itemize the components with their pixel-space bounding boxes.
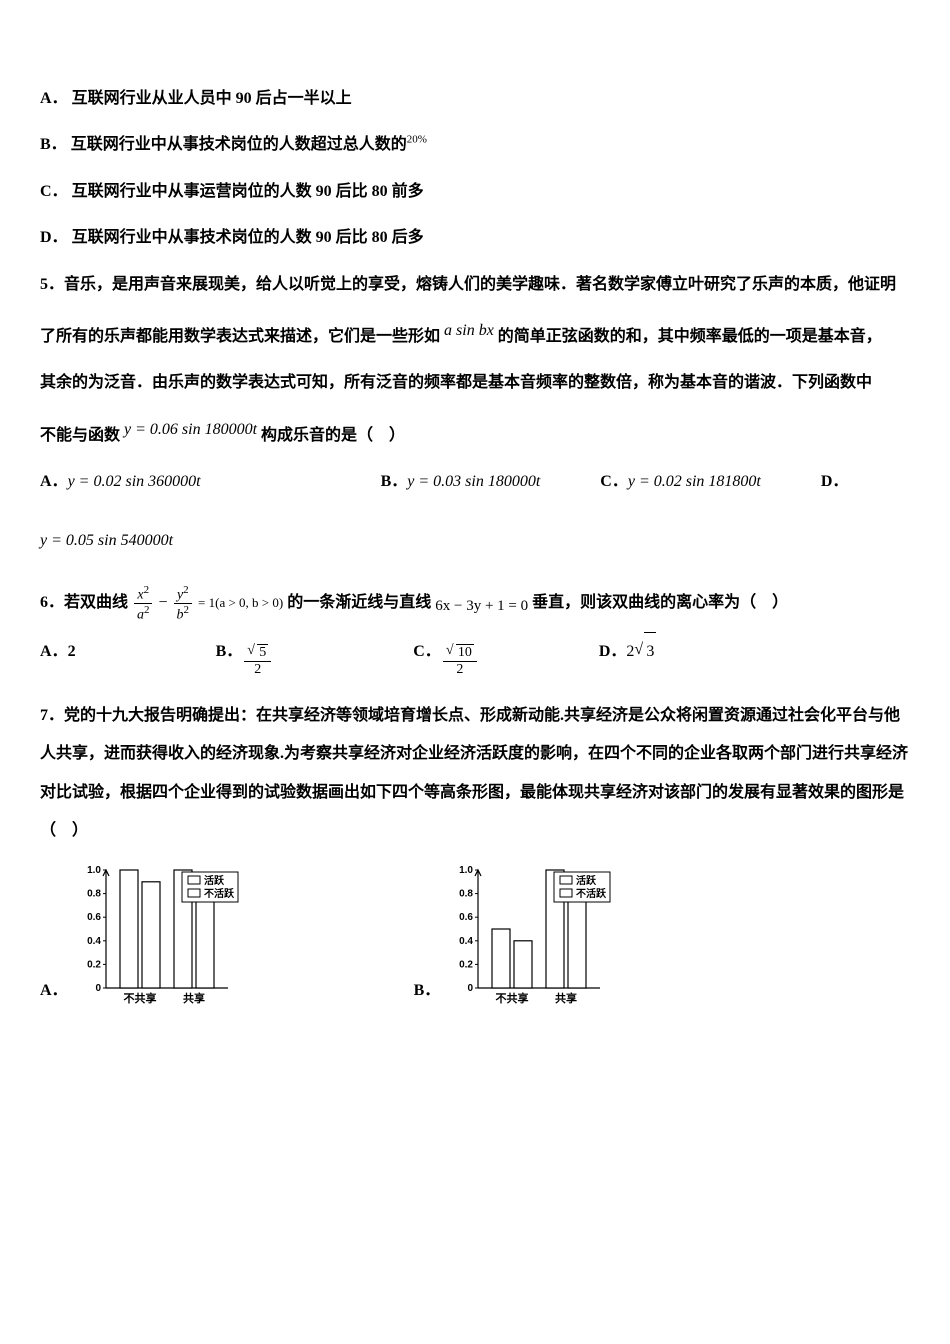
svg-text:0.6: 0.6 bbox=[87, 913, 101, 924]
opt-label: D． bbox=[40, 229, 68, 246]
percent-sup: 20% bbox=[407, 134, 427, 146]
q5-l4-post: 构成乐音的是（ ） bbox=[261, 427, 405, 444]
q5-pre: 了所有的乐声都能用数学表达式来描述，它们是一些形如 bbox=[40, 328, 440, 345]
opt-text: 互联网行业中从事技术岗位的人数 90 后比 80 后多 bbox=[72, 229, 424, 246]
q5-line3: 其余的为泛音．由乐声的数学表达式可知，所有泛音的频率都是基本音频率的整数倍，称为… bbox=[40, 364, 910, 402]
svg-text:0.4: 0.4 bbox=[459, 936, 473, 947]
q4-option-b: B．互联网行业中从事技术岗位的人数超过总人数的20% bbox=[40, 126, 910, 164]
q5-line2: 了所有的乐声都能用数学表达式来描述，它们是一些形如 a sin bx 的简单正弦… bbox=[40, 312, 910, 356]
q7-chart-a: 0 0.2 0.4 0.6 0.8 1.0 不共享 共享 活跃不活跃 bbox=[74, 860, 254, 1010]
q6-text: 6．若双曲线 x2 a2 − y2 b2 = 1(a > 0, b > 0) 的… bbox=[40, 584, 910, 624]
q6-post: 垂直，则该双曲线的离心率为（ ） bbox=[532, 594, 788, 611]
q5-opt-d: y = 0.05 sin 540000t bbox=[40, 522, 910, 560]
svg-text:不活跃: 不活跃 bbox=[576, 887, 607, 900]
q6-options: A．2 B． 5 2 C． 10 2 D． 23 bbox=[40, 632, 910, 677]
q4-option-a: A．互联网行业从业人员中 90 后占一半以上 bbox=[40, 80, 910, 118]
q6-cond: = 1(a > 0, b > 0) bbox=[198, 595, 283, 610]
q6-opt-b: B． 5 2 bbox=[216, 633, 274, 677]
opt-label: B． bbox=[40, 136, 67, 153]
svg-text:0: 0 bbox=[95, 983, 101, 994]
svg-text:0.8: 0.8 bbox=[87, 889, 101, 900]
q4-option-d: D．互联网行业中从事技术岗位的人数 90 后比 80 后多 bbox=[40, 219, 910, 257]
q6-frac2: y2 b2 bbox=[174, 584, 193, 623]
svg-text:不共享: 不共享 bbox=[496, 991, 529, 1005]
q5-l4-pre: 不能与函数 bbox=[40, 427, 120, 444]
q5-opt-b: B．y = 0.03 sin 180000t bbox=[381, 463, 541, 501]
svg-text:共享: 共享 bbox=[555, 991, 577, 1005]
opt-label: C． bbox=[40, 183, 68, 200]
svg-text:1.0: 1.0 bbox=[459, 865, 473, 876]
q7-label-a: A． bbox=[40, 972, 68, 1010]
q6-opt-c: C． 10 2 bbox=[413, 633, 479, 677]
opt-label: A． bbox=[40, 90, 68, 107]
q4-option-c: C．互联网行业中从事运营岗位的人数 90 后比 80 前多 bbox=[40, 173, 910, 211]
svg-text:0.6: 0.6 bbox=[459, 913, 473, 924]
q6-pre: 6．若双曲线 bbox=[40, 594, 128, 611]
q5-post: 的简单正弦函数的和，其中频率最低的一项是基本音， bbox=[498, 328, 882, 345]
q5-basefn: y = 0.06 sin 180000t bbox=[124, 421, 257, 438]
q7-text: 7．党的十九大报告明确提出：在共享经济等领域培育增长点、形成新动能.共享经济是公… bbox=[40, 697, 910, 851]
q5-line1: 5．音乐，是用声音来展现美，给人以听觉上的享受，熔铸人们的美学趣味．著名数学家傅… bbox=[40, 266, 910, 304]
svg-text:0.2: 0.2 bbox=[87, 960, 101, 971]
q6-lineeq: 6x − 3y + 1 = 0 bbox=[435, 598, 528, 614]
svg-text:0.2: 0.2 bbox=[459, 960, 473, 971]
q5-opt-c: C．y = 0.02 sin 181800t bbox=[600, 463, 761, 501]
q5-options-row1: A．y = 0.02 sin 360000t B．y = 0.03 sin 18… bbox=[40, 463, 910, 501]
q5-line4: 不能与函数 y = 0.06 sin 180000t 构成乐音的是（ ） bbox=[40, 411, 910, 455]
q7-charts: A． 00.20.40.60.81.0不共享共享活跃不活跃 B． 00.20.4… bbox=[40, 860, 910, 1010]
q5-opt-d-label: D． bbox=[821, 463, 849, 501]
svg-text:不活跃: 不活跃 bbox=[204, 887, 235, 900]
svg-text:共享: 共享 bbox=[183, 991, 205, 1005]
opt-text: 互联网行业从业人员中 90 后占一半以上 bbox=[72, 90, 352, 107]
q6-opt-a: A．2 bbox=[40, 633, 76, 671]
svg-text:0: 0 bbox=[468, 983, 474, 994]
q7-label-b: B． bbox=[414, 972, 441, 1010]
opt-text: 互联网行业中从事运营岗位的人数 90 后比 80 前多 bbox=[72, 183, 424, 200]
svg-text:1.0: 1.0 bbox=[87, 865, 101, 876]
svg-text:活跃: 活跃 bbox=[204, 874, 225, 887]
q7-chart-a-wrap: A． 0 0.2 0.4 0.6 0.8 1.0 不共享 共享 活跃不活跃 bbox=[40, 860, 254, 1010]
svg-text:0.8: 0.8 bbox=[459, 889, 473, 900]
q6-opt-d: D． 23 bbox=[599, 632, 657, 671]
q6-mid: 的一条渐近线与直线 bbox=[287, 594, 431, 611]
q7-chart-b-wrap: B． 0 0.2 0.4 0.6 0.8 1.0 不共享 共享 活跃不活跃 bbox=[414, 860, 627, 1010]
q7-chart-b: 0 0.2 0.4 0.6 0.8 1.0 不共享 共享 活跃不活跃 bbox=[446, 860, 626, 1010]
svg-text:0.4: 0.4 bbox=[87, 936, 101, 947]
q5-opt-a: A．y = 0.02 sin 360000t bbox=[40, 463, 201, 501]
svg-text:活跃: 活跃 bbox=[576, 874, 597, 887]
q6-frac1: x2 a2 bbox=[134, 584, 153, 623]
q5-asinbx: a sin bx bbox=[444, 322, 494, 339]
svg-text:不共享: 不共享 bbox=[123, 991, 156, 1005]
opt-text: 互联网行业中从事技术岗位的人数超过总人数的 bbox=[71, 136, 407, 153]
